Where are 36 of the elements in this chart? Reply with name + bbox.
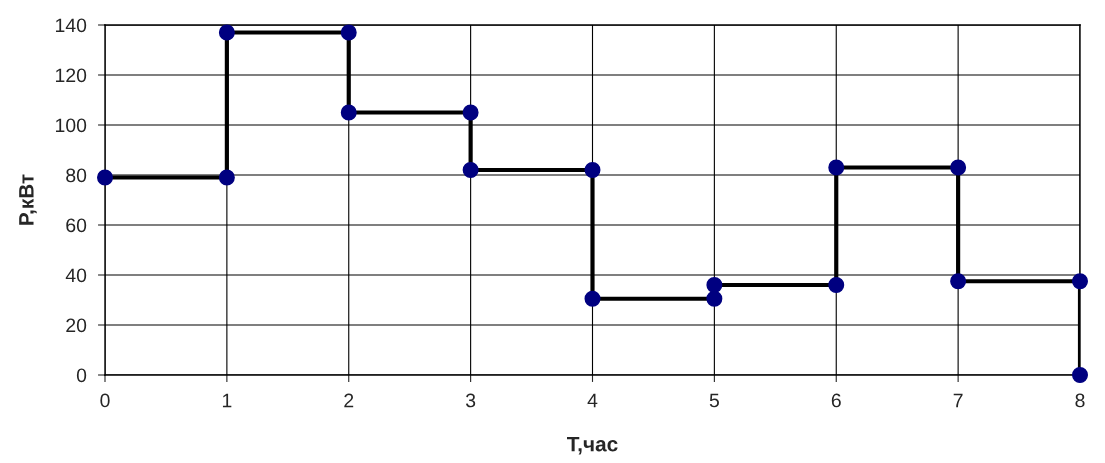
x-tick-label: 7 bbox=[953, 393, 963, 408]
point bbox=[340, 24, 357, 41]
x-tick-label: 0 bbox=[100, 393, 110, 408]
point bbox=[706, 290, 723, 307]
x-tick-label: 1 bbox=[222, 393, 232, 408]
x-axis-title: T,час bbox=[567, 436, 618, 455]
x-tick-label: 5 bbox=[709, 393, 719, 408]
point bbox=[340, 104, 357, 121]
y-tick-label: 120 bbox=[55, 68, 87, 83]
point bbox=[950, 273, 967, 290]
x-tick-label: 4 bbox=[587, 393, 598, 408]
y-tick-label: 20 bbox=[66, 318, 87, 333]
point bbox=[462, 104, 479, 121]
x-tick-label: 2 bbox=[344, 393, 354, 408]
y-tick-label: 40 bbox=[65, 268, 87, 283]
x-tick-label: 8 bbox=[1075, 393, 1085, 408]
x-tick-label: 6 bbox=[831, 393, 841, 408]
point bbox=[950, 159, 967, 176]
point bbox=[706, 277, 723, 293]
y-tick-label: 100 bbox=[55, 118, 87, 133]
point bbox=[218, 169, 235, 186]
point bbox=[584, 162, 601, 178]
point bbox=[584, 290, 601, 307]
point bbox=[1072, 367, 1088, 383]
y-tick-label: 80 bbox=[66, 168, 87, 183]
y-tick-label: 140 bbox=[55, 18, 87, 33]
point bbox=[218, 24, 235, 41]
y-axis-title: P,кВт bbox=[19, 174, 37, 225]
point bbox=[1072, 273, 1088, 290]
y-tick-label: 60 bbox=[66, 218, 87, 233]
y-tick-label: 0 bbox=[76, 368, 87, 383]
point bbox=[828, 277, 845, 293]
point bbox=[97, 169, 113, 186]
point bbox=[828, 159, 845, 176]
point bbox=[462, 162, 479, 178]
x-tick-label: 3 bbox=[465, 393, 476, 408]
